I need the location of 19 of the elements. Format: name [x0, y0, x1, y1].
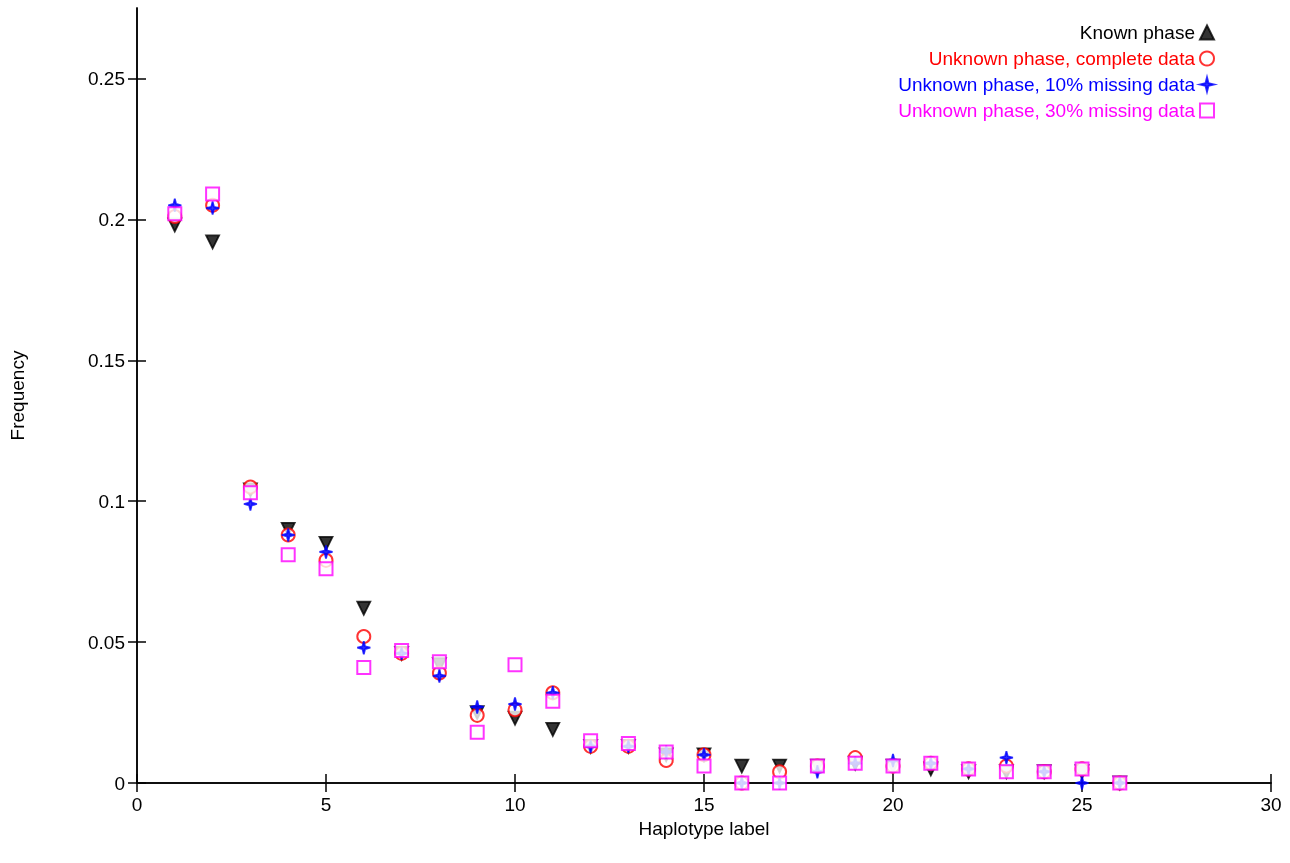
- y-tick-label: 0.2: [98, 208, 125, 230]
- legend-label: Unknown phase, 10% missing data: [898, 74, 1196, 95]
- x-tick-label: 5: [320, 794, 332, 815]
- x-axis-title: Haplotype label: [638, 817, 770, 839]
- legend-label: Unknown phase, complete data: [928, 48, 1196, 69]
- legend-label: Unknown phase, 30% missing data: [898, 100, 1196, 121]
- y-axis-title: Frequency: [7, 350, 28, 441]
- x-tick-label: 20: [882, 794, 904, 815]
- y-tick-label: 0.25: [88, 67, 125, 89]
- legend-label: Known phase: [1079, 22, 1195, 43]
- y-tick-label: 0: [114, 772, 125, 794]
- x-tick-label: 15: [693, 794, 715, 815]
- y-tick-label: 0.15: [88, 349, 125, 371]
- y-tick-label: 0.1: [98, 490, 125, 512]
- x-tick-label: 25: [1071, 794, 1093, 815]
- x-tick-label: 0: [131, 794, 143, 815]
- y-tick-label: 0.05: [88, 631, 125, 653]
- x-tick-label: 30: [1260, 794, 1282, 815]
- x-tick-label: 10: [504, 794, 526, 815]
